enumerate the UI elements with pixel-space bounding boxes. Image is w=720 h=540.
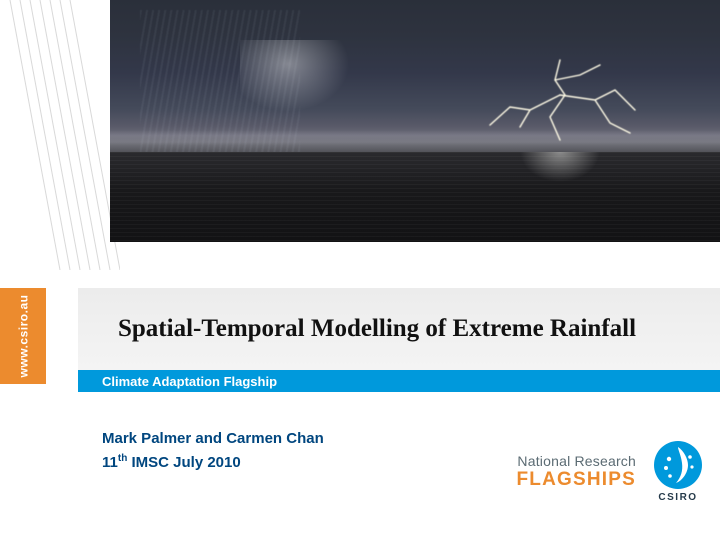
- title-band: Spatial-Temporal Modelling of Extreme Ra…: [78, 288, 720, 370]
- authors-line1: Mark Palmer and Carmen Chan: [102, 428, 324, 451]
- url-tab: www.csiro.au: [0, 288, 46, 384]
- csiro-label: CSIRO: [658, 492, 697, 503]
- national-research-flagships-logo: National Research FLAGSHIPS: [516, 453, 636, 491]
- oblique-lines-decor: [0, 0, 120, 270]
- subtitle-text: Climate Adaptation Flagship: [102, 374, 277, 389]
- subtitle-bar: Climate Adaptation Flagship: [78, 370, 720, 392]
- nrf-line1: National Research: [516, 453, 636, 469]
- csiro-circle-icon: [654, 441, 702, 489]
- csiro-logo: CSIRO: [654, 441, 702, 503]
- hero-storm-image: [110, 0, 720, 242]
- nrf-line2: FLAGSHIPS: [516, 469, 636, 491]
- page-title: Spatial-Temporal Modelling of Extreme Ra…: [118, 315, 636, 343]
- logos-area: National Research FLAGSHIPS CSIRO: [516, 442, 702, 502]
- authors-block: Mark Palmer and Carmen Chan 11th IMSC Ju…: [102, 428, 324, 474]
- url-text: www.csiro.au: [16, 295, 30, 378]
- authors-line2: 11th IMSC July 2010: [102, 451, 324, 475]
